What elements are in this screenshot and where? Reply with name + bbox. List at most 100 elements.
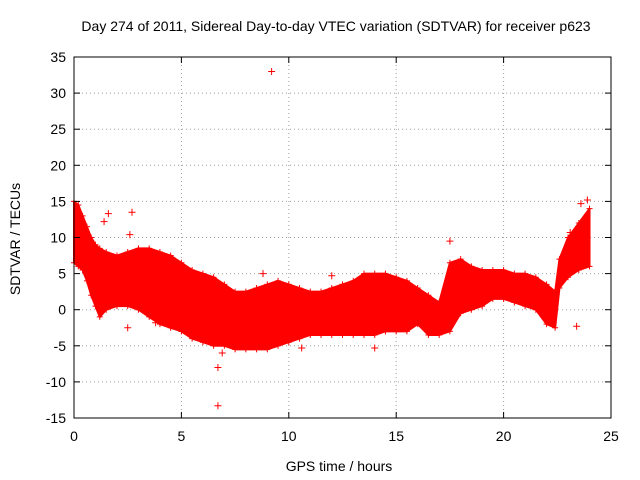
y-axis-label: SDTVAR / TECUs <box>7 183 23 295</box>
band-edge-point <box>232 346 239 353</box>
y-tick-label: 5 <box>58 266 66 282</box>
band-edge-point <box>146 313 153 320</box>
band-edge-point <box>328 331 335 338</box>
band-edge-point <box>382 328 389 335</box>
band-edge-point <box>543 281 550 288</box>
band-edge-point <box>393 328 400 335</box>
outlier-point <box>128 208 136 216</box>
band-edge-point <box>393 274 400 281</box>
band-edge-point <box>339 281 346 288</box>
band-edge-point <box>446 259 453 266</box>
band-edge-point <box>75 263 82 270</box>
band-edge-point <box>556 285 563 292</box>
band-edge-point <box>210 342 217 349</box>
band-edge-point <box>318 331 325 338</box>
band-edge-point <box>532 274 539 281</box>
band-edge-point <box>318 288 325 295</box>
chart-title: Day 274 of 2011, Sidereal Day-to-day VTE… <box>81 18 590 34</box>
outlier-point <box>218 349 226 357</box>
band-edge-point <box>92 303 99 310</box>
band-edge-point <box>403 328 410 335</box>
band-edge-point <box>199 270 206 277</box>
band-edge-point <box>522 303 529 310</box>
band-edge-point <box>79 266 86 273</box>
band-edge-point <box>124 303 131 310</box>
band-edge-point <box>124 248 131 255</box>
band-edge-point <box>253 346 260 353</box>
band-edge-point <box>146 245 153 252</box>
band-edge-point <box>360 270 367 277</box>
band-edge-point <box>75 202 82 209</box>
outlier-point <box>124 324 132 332</box>
band-edge-point <box>479 303 486 310</box>
outlier-point <box>583 196 591 204</box>
band-edge-point <box>178 259 185 266</box>
band-edge-point <box>350 277 357 284</box>
band-edge-point <box>135 306 142 313</box>
band-edge-point <box>403 277 410 284</box>
outlier-point <box>126 231 134 239</box>
band-edge-point <box>350 331 357 338</box>
band-edge-point <box>253 285 260 292</box>
outlier-point <box>268 67 276 75</box>
band-edge-point <box>92 241 99 248</box>
band-edge-point <box>425 331 432 338</box>
band-edge-point <box>296 285 303 292</box>
band-edge-point <box>113 303 120 310</box>
x-tick-label: 20 <box>496 428 512 444</box>
x-tick-label: 25 <box>603 428 619 444</box>
band-edge-point <box>468 263 475 270</box>
band-edge-point <box>522 270 529 277</box>
band-edge-point <box>103 306 110 313</box>
y-tick-label: 35 <box>50 49 66 65</box>
band-edge-point <box>275 342 282 349</box>
x-tick-label: 0 <box>70 428 78 444</box>
band-edge-point <box>457 310 464 317</box>
band-edge-point <box>457 256 464 263</box>
outlier-point <box>100 218 108 226</box>
band-edge-point <box>532 306 539 313</box>
band-edge-point <box>565 234 572 241</box>
band-edge-point <box>285 281 292 288</box>
outlier-point <box>214 402 222 410</box>
band-edge-point <box>242 288 249 295</box>
band-edge-point <box>96 313 103 320</box>
band-edge-point <box>103 248 110 255</box>
band-edge-point <box>382 270 389 277</box>
band-edge-point <box>88 234 95 241</box>
band-edge-point <box>489 266 496 273</box>
y-tick-label: 25 <box>50 121 66 137</box>
y-tick-label: 15 <box>50 193 66 209</box>
outlier-point <box>152 319 160 327</box>
band-edge-point <box>156 248 163 255</box>
band-edge-point <box>552 288 559 295</box>
band-edge-point <box>189 266 196 273</box>
band-edge-point <box>264 281 271 288</box>
band-edge-point <box>339 331 346 338</box>
outlier-point <box>214 363 222 371</box>
y-tick-label: 10 <box>50 230 66 246</box>
y-tick-label: 30 <box>50 85 66 101</box>
band-edge-point <box>88 292 95 299</box>
band-edge-point <box>575 266 582 273</box>
band-edge-point <box>511 270 518 277</box>
y-tick-label: -5 <box>54 338 67 354</box>
band-edge-point <box>556 256 563 263</box>
outlier-point <box>577 200 585 208</box>
band-edge-point <box>307 288 314 295</box>
outlier-point <box>104 210 112 218</box>
band-edge-point <box>414 285 421 292</box>
band-edge-point <box>436 299 443 306</box>
x-tick-label: 15 <box>388 428 404 444</box>
band-edge-point <box>565 274 572 281</box>
band-edge-point <box>360 331 367 338</box>
axes: 0 5 10 15 20 25 -15 -10 -5 0 5 10 15 20 25 30 35 <box>46 49 619 444</box>
band-edge-point <box>156 321 163 328</box>
band-edge-point <box>500 295 507 302</box>
band-edge-point <box>436 331 443 338</box>
band-edge-point <box>275 277 282 284</box>
band-edge-point <box>79 212 86 219</box>
y-tick-label: 0 <box>58 302 66 318</box>
band-edge-point <box>296 335 303 342</box>
